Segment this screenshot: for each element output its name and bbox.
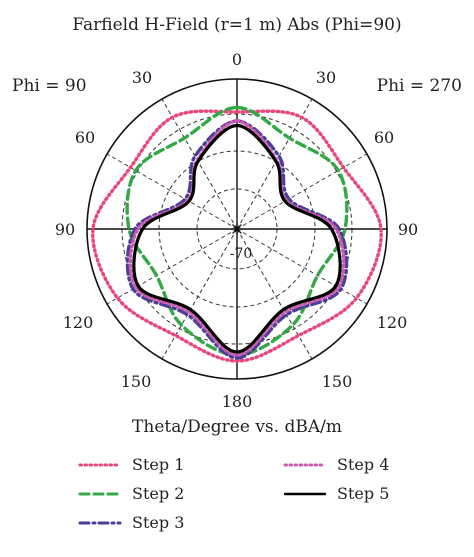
legend-label: Step 4 bbox=[337, 455, 389, 474]
left-phi-label: Phi = 90 bbox=[12, 76, 87, 96]
legend-item-step-5: Step 5 bbox=[285, 484, 389, 503]
radial-label: -70 bbox=[230, 246, 253, 262]
legend-label: Step 3 bbox=[132, 513, 184, 532]
angle-label-30-left: 30 bbox=[132, 68, 152, 87]
angle-label-0: 0 bbox=[232, 50, 242, 69]
legend-label: Step 5 bbox=[337, 484, 389, 503]
chart-title: Farfield H-Field (r=1 m) Abs (Phi=90) bbox=[72, 15, 401, 35]
legend-item-step-1: Step 1 bbox=[80, 455, 184, 474]
angle-label-30-right: 30 bbox=[316, 68, 336, 87]
legend-item-step-4: Step 4 bbox=[285, 455, 389, 474]
x-axis-label: Theta/Degree vs. dBA/m bbox=[132, 417, 342, 437]
angle-label-120-left: 120 bbox=[63, 313, 94, 332]
legend-label: Step 2 bbox=[132, 484, 184, 503]
legend-item-step-3: Step 3 bbox=[80, 513, 184, 532]
angle-label-180: 180 bbox=[222, 392, 253, 411]
angle-label-60-right: 60 bbox=[374, 128, 394, 147]
angle-label-150-left: 150 bbox=[121, 372, 152, 391]
angle-label-150-right: 150 bbox=[322, 372, 353, 391]
legend-label: Step 1 bbox=[132, 455, 184, 474]
legend-item-step-2: Step 2 bbox=[80, 484, 184, 503]
angle-label-120-right: 120 bbox=[377, 313, 408, 332]
legend: Step 1 Step 2 Step 3 Step 4 Step 5 bbox=[80, 455, 389, 532]
angle-label-90-left: 90 bbox=[55, 220, 75, 239]
angle-label-60-left: 60 bbox=[75, 128, 95, 147]
angle-label-90-right: 90 bbox=[398, 220, 418, 239]
center-marker bbox=[231, 223, 243, 235]
right-phi-label: Phi = 270 bbox=[377, 76, 462, 96]
